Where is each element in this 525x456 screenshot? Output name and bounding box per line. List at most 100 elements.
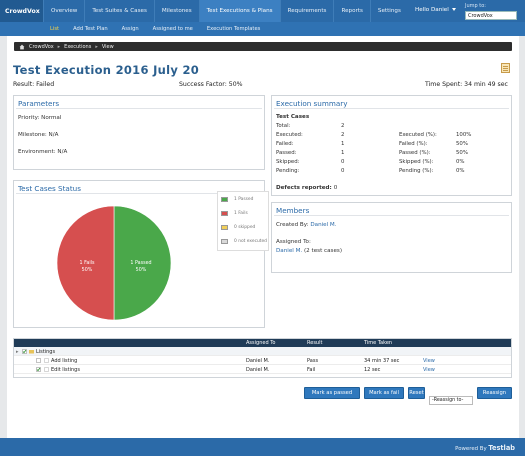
collapse-icon[interactable]: ▸ bbox=[16, 349, 19, 355]
reassign-select[interactable]: -Reassign to- bbox=[429, 396, 473, 405]
divider bbox=[274, 215, 509, 216]
brand-logo[interactable]: CrowdVox bbox=[0, 0, 43, 22]
sub-nav: List Add Test Plan Assign Assigned to me… bbox=[0, 22, 525, 36]
breadcrumb-executions[interactable]: Executions bbox=[64, 43, 92, 50]
testlab-logo[interactable]: Testlab bbox=[488, 444, 515, 452]
pie-label-passed: 1 Passed bbox=[130, 260, 151, 266]
legend-swatch bbox=[221, 210, 228, 216]
members-title: Members bbox=[276, 206, 310, 215]
subnav-add-test-plan[interactable]: Add Test Plan bbox=[73, 26, 108, 32]
nav-milestones[interactable]: Milestones bbox=[153, 0, 199, 22]
summary-value: 50% bbox=[456, 141, 468, 147]
legend-label: 0 not executed bbox=[234, 238, 267, 244]
subnav-execution-templates[interactable]: Execution Templates bbox=[206, 26, 261, 32]
chevron-down-icon bbox=[451, 8, 456, 11]
row-name: Add listing bbox=[51, 358, 78, 364]
checkbox-icon[interactable] bbox=[22, 349, 27, 354]
legend-label: 1 Fails bbox=[234, 210, 248, 216]
header-assigned-to: Assigned To bbox=[246, 340, 276, 346]
legend-item-passed: 1 Passed bbox=[221, 194, 253, 204]
assigned-to-label: Assigned To: bbox=[276, 239, 311, 245]
main-content: CrowdVox ▸ Executions ▸ View Test Execut… bbox=[7, 36, 519, 438]
assigned-to: Daniel M. (2 test cases) bbox=[276, 248, 342, 254]
nav-settings[interactable]: Settings bbox=[369, 0, 408, 22]
execution-summary-panel: Execution summary Test Cases Total: 2 Exec… bbox=[271, 95, 512, 196]
nav-reports[interactable]: Reports bbox=[333, 0, 369, 22]
checkbox-icon[interactable] bbox=[36, 358, 41, 363]
row-view-link[interactable]: View bbox=[423, 358, 435, 364]
row-assigned: Daniel M. bbox=[246, 358, 270, 364]
export-icon[interactable] bbox=[501, 63, 510, 73]
pie-legend: 1 Passed 1 Fails 0 skipped 0 not execute… bbox=[217, 191, 269, 251]
summary-label: Passed (%): bbox=[399, 150, 431, 156]
milestone-text: Milestone: N/A bbox=[18, 132, 59, 138]
breadcrumb-view: View bbox=[101, 43, 114, 50]
legend-swatch bbox=[221, 196, 228, 202]
legend-label: 1 Passed bbox=[234, 196, 254, 202]
jump-to-select[interactable]: CrowdVox bbox=[465, 11, 517, 20]
nav-test-suites[interactable]: Test Suites & Cases bbox=[84, 0, 154, 22]
reassign-button[interactable]: Reassign bbox=[477, 387, 512, 399]
summary-value: 2 bbox=[341, 132, 345, 138]
divider bbox=[16, 193, 262, 194]
summary-label: Failed: bbox=[276, 141, 294, 147]
breadcrumb-crowdvox[interactable]: CrowdVox bbox=[29, 43, 54, 50]
table-header: Assigned To Result Time Taken bbox=[14, 339, 511, 347]
row-result: Fail bbox=[307, 367, 316, 373]
defects-label: Defects reported: bbox=[276, 185, 332, 191]
checkbox-icon[interactable] bbox=[36, 367, 41, 372]
priority-text: Priority: Normal bbox=[18, 115, 62, 121]
nav-requirements[interactable]: Requirements bbox=[279, 0, 334, 22]
legend-swatch bbox=[221, 238, 228, 244]
subnav-assigned-to-me[interactable]: Assigned to me bbox=[152, 26, 193, 32]
nav-overview[interactable]: Overview bbox=[43, 0, 84, 22]
created-by-link[interactable]: Daniel M. bbox=[310, 222, 337, 228]
summary-value: 1 bbox=[341, 150, 345, 156]
parameters-panel: Parameters Priority: Normal Milestone: N… bbox=[13, 95, 265, 170]
summary-label: Skipped: bbox=[276, 159, 300, 165]
divider bbox=[274, 108, 509, 109]
summary-label: Skipped (%): bbox=[399, 159, 434, 165]
group-row[interactable]: ▸ Listings bbox=[14, 347, 511, 356]
summary-value: 0 bbox=[341, 159, 345, 165]
summary-value: 1 bbox=[341, 141, 345, 147]
legend-label: 0 skipped bbox=[234, 224, 256, 230]
summary-label: Failed (%): bbox=[399, 141, 428, 147]
environment-text: Environment: N/A bbox=[18, 149, 68, 155]
pie-label-fails: 1 Fails bbox=[80, 260, 96, 266]
user-menu[interactable]: Hello Daniel bbox=[415, 7, 456, 13]
success-factor-text: Success Factor: 50% bbox=[179, 81, 243, 88]
row-view-link[interactable]: View bbox=[423, 367, 435, 373]
user-greeting: Hello Daniel bbox=[415, 7, 449, 13]
summary-label: Total: bbox=[276, 123, 291, 129]
created-by: Created By: Daniel M. bbox=[276, 222, 337, 228]
row-time: 12 sec bbox=[364, 367, 381, 373]
defects-value: 0 bbox=[333, 185, 338, 191]
powered-by-prefix: Powered By bbox=[455, 446, 487, 452]
home-icon[interactable] bbox=[19, 44, 25, 50]
members-panel: Members Created By: Daniel M. Assigned T… bbox=[271, 202, 512, 273]
subnav-assign[interactable]: Assign bbox=[121, 26, 139, 32]
assigned-note: (2 test cases) bbox=[304, 248, 342, 254]
summary-value: 50% bbox=[456, 150, 468, 156]
assigned-member-link[interactable]: Daniel M. bbox=[276, 248, 303, 254]
mark-as-passed-button[interactable]: Mark as passed bbox=[304, 387, 360, 399]
header-result: Result bbox=[307, 340, 323, 346]
page-title: Test Execution 2016 July 20 bbox=[13, 63, 200, 77]
summary-value: 0 bbox=[341, 168, 345, 174]
mark-as-fail-button[interactable]: Mark as fail bbox=[364, 387, 404, 399]
nav-test-executions[interactable]: Test Executions & Plans bbox=[198, 0, 280, 22]
table-row: Add listing Daniel M. Pass 34 min 37 sec… bbox=[14, 356, 511, 365]
subnav-list[interactable]: List bbox=[50, 26, 60, 32]
row-time: 34 min 37 sec bbox=[364, 358, 400, 364]
legend-item-skipped: 0 skipped bbox=[221, 222, 255, 232]
summary-label: Pending: bbox=[276, 168, 300, 174]
reset-button[interactable]: Reset bbox=[408, 387, 425, 399]
row-name: Edit listings bbox=[51, 367, 80, 373]
summary-value: 2 bbox=[341, 123, 345, 129]
pie-slice-fails bbox=[56, 205, 115, 321]
summary-value: 0% bbox=[456, 159, 465, 165]
legend-item-not-executed: 0 not executed bbox=[221, 236, 267, 246]
parameters-title: Parameters bbox=[18, 99, 60, 108]
